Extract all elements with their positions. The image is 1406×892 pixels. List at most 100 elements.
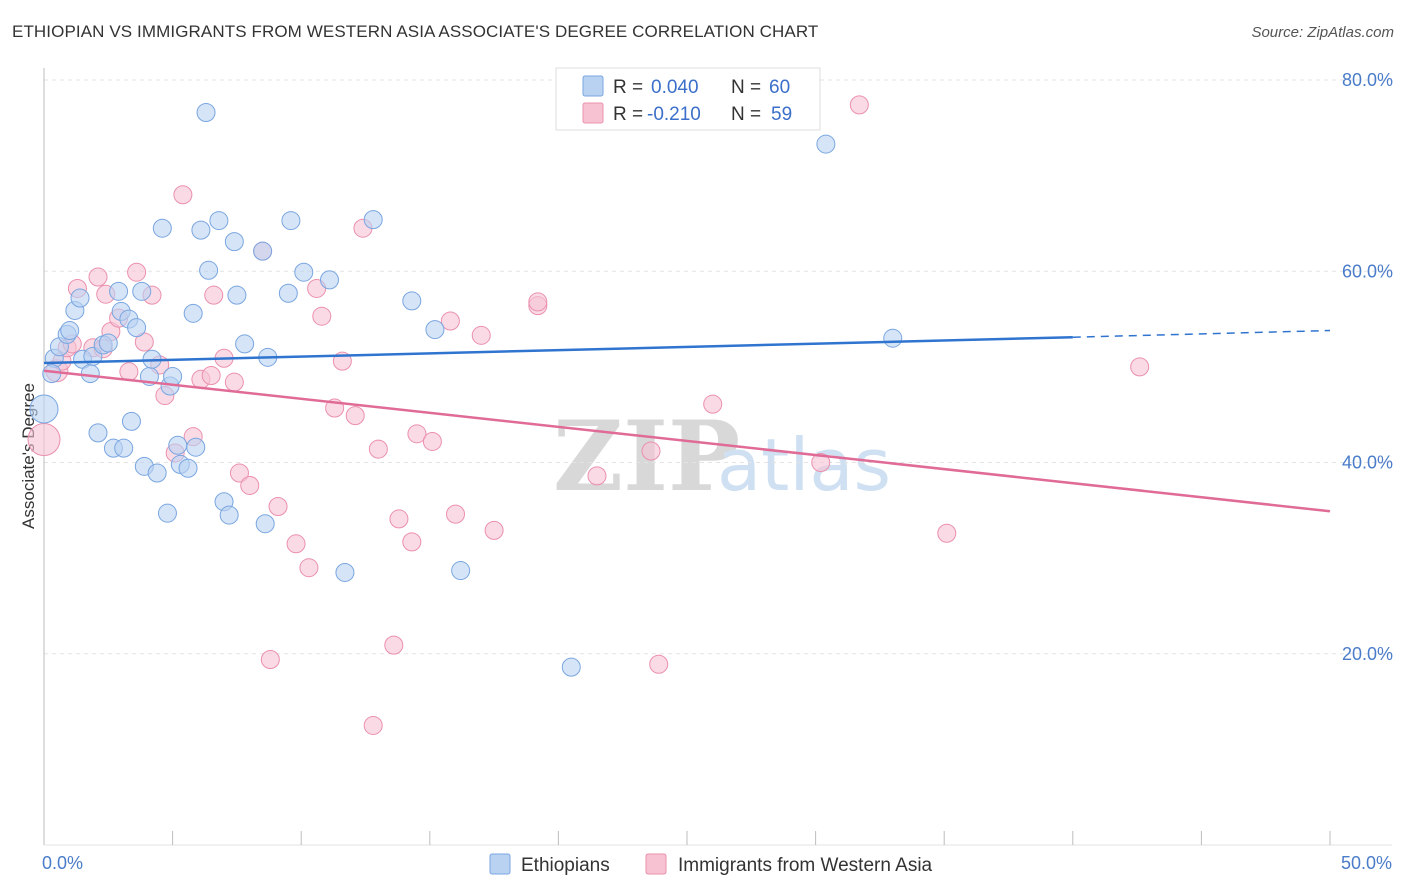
x-axis-ticks xyxy=(172,831,1331,845)
western-asia-point-41 xyxy=(384,635,404,655)
bottom-legend-label-western-asia: Immigrants from Western Asia xyxy=(678,855,933,876)
ethiopians-point-21 xyxy=(132,281,152,301)
ethiopians-point-29 xyxy=(163,366,183,386)
ethiopians-point-55 xyxy=(451,561,471,581)
western-asia-point-32 xyxy=(299,558,319,578)
ethiopians-point-34 xyxy=(186,437,206,457)
ethiopians-point-50 xyxy=(319,270,339,290)
series-ethiopians-points xyxy=(29,103,903,677)
western-asia-point-54 xyxy=(649,654,669,674)
ethiopians-point-43 xyxy=(235,334,255,354)
ethiopians-point-57 xyxy=(816,134,836,154)
western-asia-point-0 xyxy=(27,423,61,457)
western-asia-point-29 xyxy=(260,649,280,669)
western-asia-point-23 xyxy=(204,285,224,305)
ethiopians-point-54 xyxy=(425,320,445,340)
series-legend: Ethiopians Immigrants from Western Asia xyxy=(489,853,933,876)
series-immigrants-western-asia-points xyxy=(27,95,1150,735)
ethiopians-point-37 xyxy=(199,260,219,280)
western-asia-point-43 xyxy=(402,532,422,552)
trend-line-ethiopians-extension xyxy=(1072,329,1331,338)
western-asia-point-49 xyxy=(484,520,504,540)
ethiopians-point-38 xyxy=(209,211,229,231)
ethiopians-point-27 xyxy=(157,503,177,523)
western-asia-point-39 xyxy=(363,715,383,735)
western-asia-point-59 xyxy=(1130,357,1150,377)
legend-r-label-ethiopians: R = xyxy=(613,77,643,98)
ethiopians-point-20 xyxy=(127,318,147,338)
ethiopians-point-13 xyxy=(98,333,118,353)
western-asia-point-27 xyxy=(240,475,260,495)
western-asia-point-22 xyxy=(201,365,221,385)
western-asia-point-37 xyxy=(345,406,365,426)
western-asia-point-31 xyxy=(286,534,306,554)
western-asia-point-19 xyxy=(173,185,193,205)
ethiopians-point-52 xyxy=(363,210,383,230)
ethiopians-point-58 xyxy=(883,328,903,348)
western-asia-point-51 xyxy=(528,292,548,312)
legend-swatch-ethiopians xyxy=(582,75,604,97)
ethiopians-point-17 xyxy=(114,438,134,458)
western-asia-point-40 xyxy=(368,439,388,459)
ethiopians-point-7 xyxy=(70,288,90,308)
legend-swatch-western-asia xyxy=(582,102,604,124)
bottom-legend-swatch-ethiopians xyxy=(489,853,511,875)
y-tick-labels: 20.0% 40.0% 60.0% 80.0% xyxy=(1342,70,1393,664)
ethiopians-point-40 xyxy=(219,505,239,525)
ethiopians-point-47 xyxy=(278,283,298,303)
western-asia-point-47 xyxy=(446,504,466,524)
ethiopians-point-5 xyxy=(60,321,80,341)
western-asia-point-7 xyxy=(88,267,108,287)
western-asia-point-56 xyxy=(811,453,831,472)
western-asia-point-57 xyxy=(849,95,869,115)
ethiopians-point-32 xyxy=(178,458,198,478)
western-asia-point-44 xyxy=(407,424,427,444)
western-asia-point-52 xyxy=(587,466,607,486)
ethiopians-point-53 xyxy=(402,291,422,311)
watermark-atlas: atlas xyxy=(717,423,891,507)
ethiopians-point-56 xyxy=(561,657,581,677)
ethiopians-point-26 xyxy=(152,218,172,238)
western-asia-point-26 xyxy=(229,463,249,483)
western-asia-point-53 xyxy=(641,441,661,461)
ethiopians-point-15 xyxy=(109,281,129,301)
trend-lines xyxy=(43,329,1331,513)
western-asia-point-25 xyxy=(224,372,244,392)
ethiopians-point-45 xyxy=(255,514,275,534)
legend-n-value-western-asia: 59 xyxy=(771,104,792,125)
correlation-legend: R = 0.040 N = 60 R = -0.210 N = 59 xyxy=(555,67,821,131)
legend-r-value-western-asia: -0.210 xyxy=(647,104,701,125)
western-asia-point-12 xyxy=(119,362,139,382)
legend-n-value-ethiopians: 60 xyxy=(769,77,790,98)
western-asia-point-46 xyxy=(440,311,460,331)
y-tick-label-60: 60.0% xyxy=(1342,261,1393,281)
x-tick-label-max: 50.0% xyxy=(1341,853,1392,873)
ethiopians-point-49 xyxy=(294,262,314,282)
gridlines xyxy=(44,79,1392,655)
y-tick-label-80: 80.0% xyxy=(1342,70,1393,90)
ethiopians-point-0 xyxy=(29,394,59,424)
ethiopians-point-2 xyxy=(42,364,62,384)
ethiopians-point-41 xyxy=(224,232,244,252)
legend-n-label-ethiopians: N = xyxy=(731,77,761,98)
western-asia-point-13 xyxy=(127,262,147,282)
western-asia-point-45 xyxy=(422,431,442,451)
bottom-legend-label-ethiopians: Ethiopians xyxy=(521,855,610,876)
ethiopians-point-42 xyxy=(227,285,247,305)
chart-title: ETHIOPIAN VS IMMIGRANTS FROM WESTERN ASI… xyxy=(12,22,819,41)
western-asia-point-58 xyxy=(937,523,957,543)
ethiopians-point-11 xyxy=(88,423,108,443)
ethiopians-point-19 xyxy=(121,411,141,431)
y-axis-label: Associate's Degree xyxy=(19,383,38,529)
ethiopians-point-36 xyxy=(196,103,216,123)
bottom-legend-swatch-western-asia xyxy=(645,853,667,875)
legend-r-label-western-asia: R = xyxy=(613,104,643,125)
y-tick-label-20: 20.0% xyxy=(1342,644,1393,664)
trend-line-western-asia xyxy=(43,369,1331,513)
ethiopians-point-30 xyxy=(168,435,188,455)
ethiopians-point-35 xyxy=(191,220,211,240)
x-tick-label-min: 0.0% xyxy=(42,853,83,873)
western-asia-point-42 xyxy=(389,509,409,529)
western-asia-point-55 xyxy=(703,394,723,414)
